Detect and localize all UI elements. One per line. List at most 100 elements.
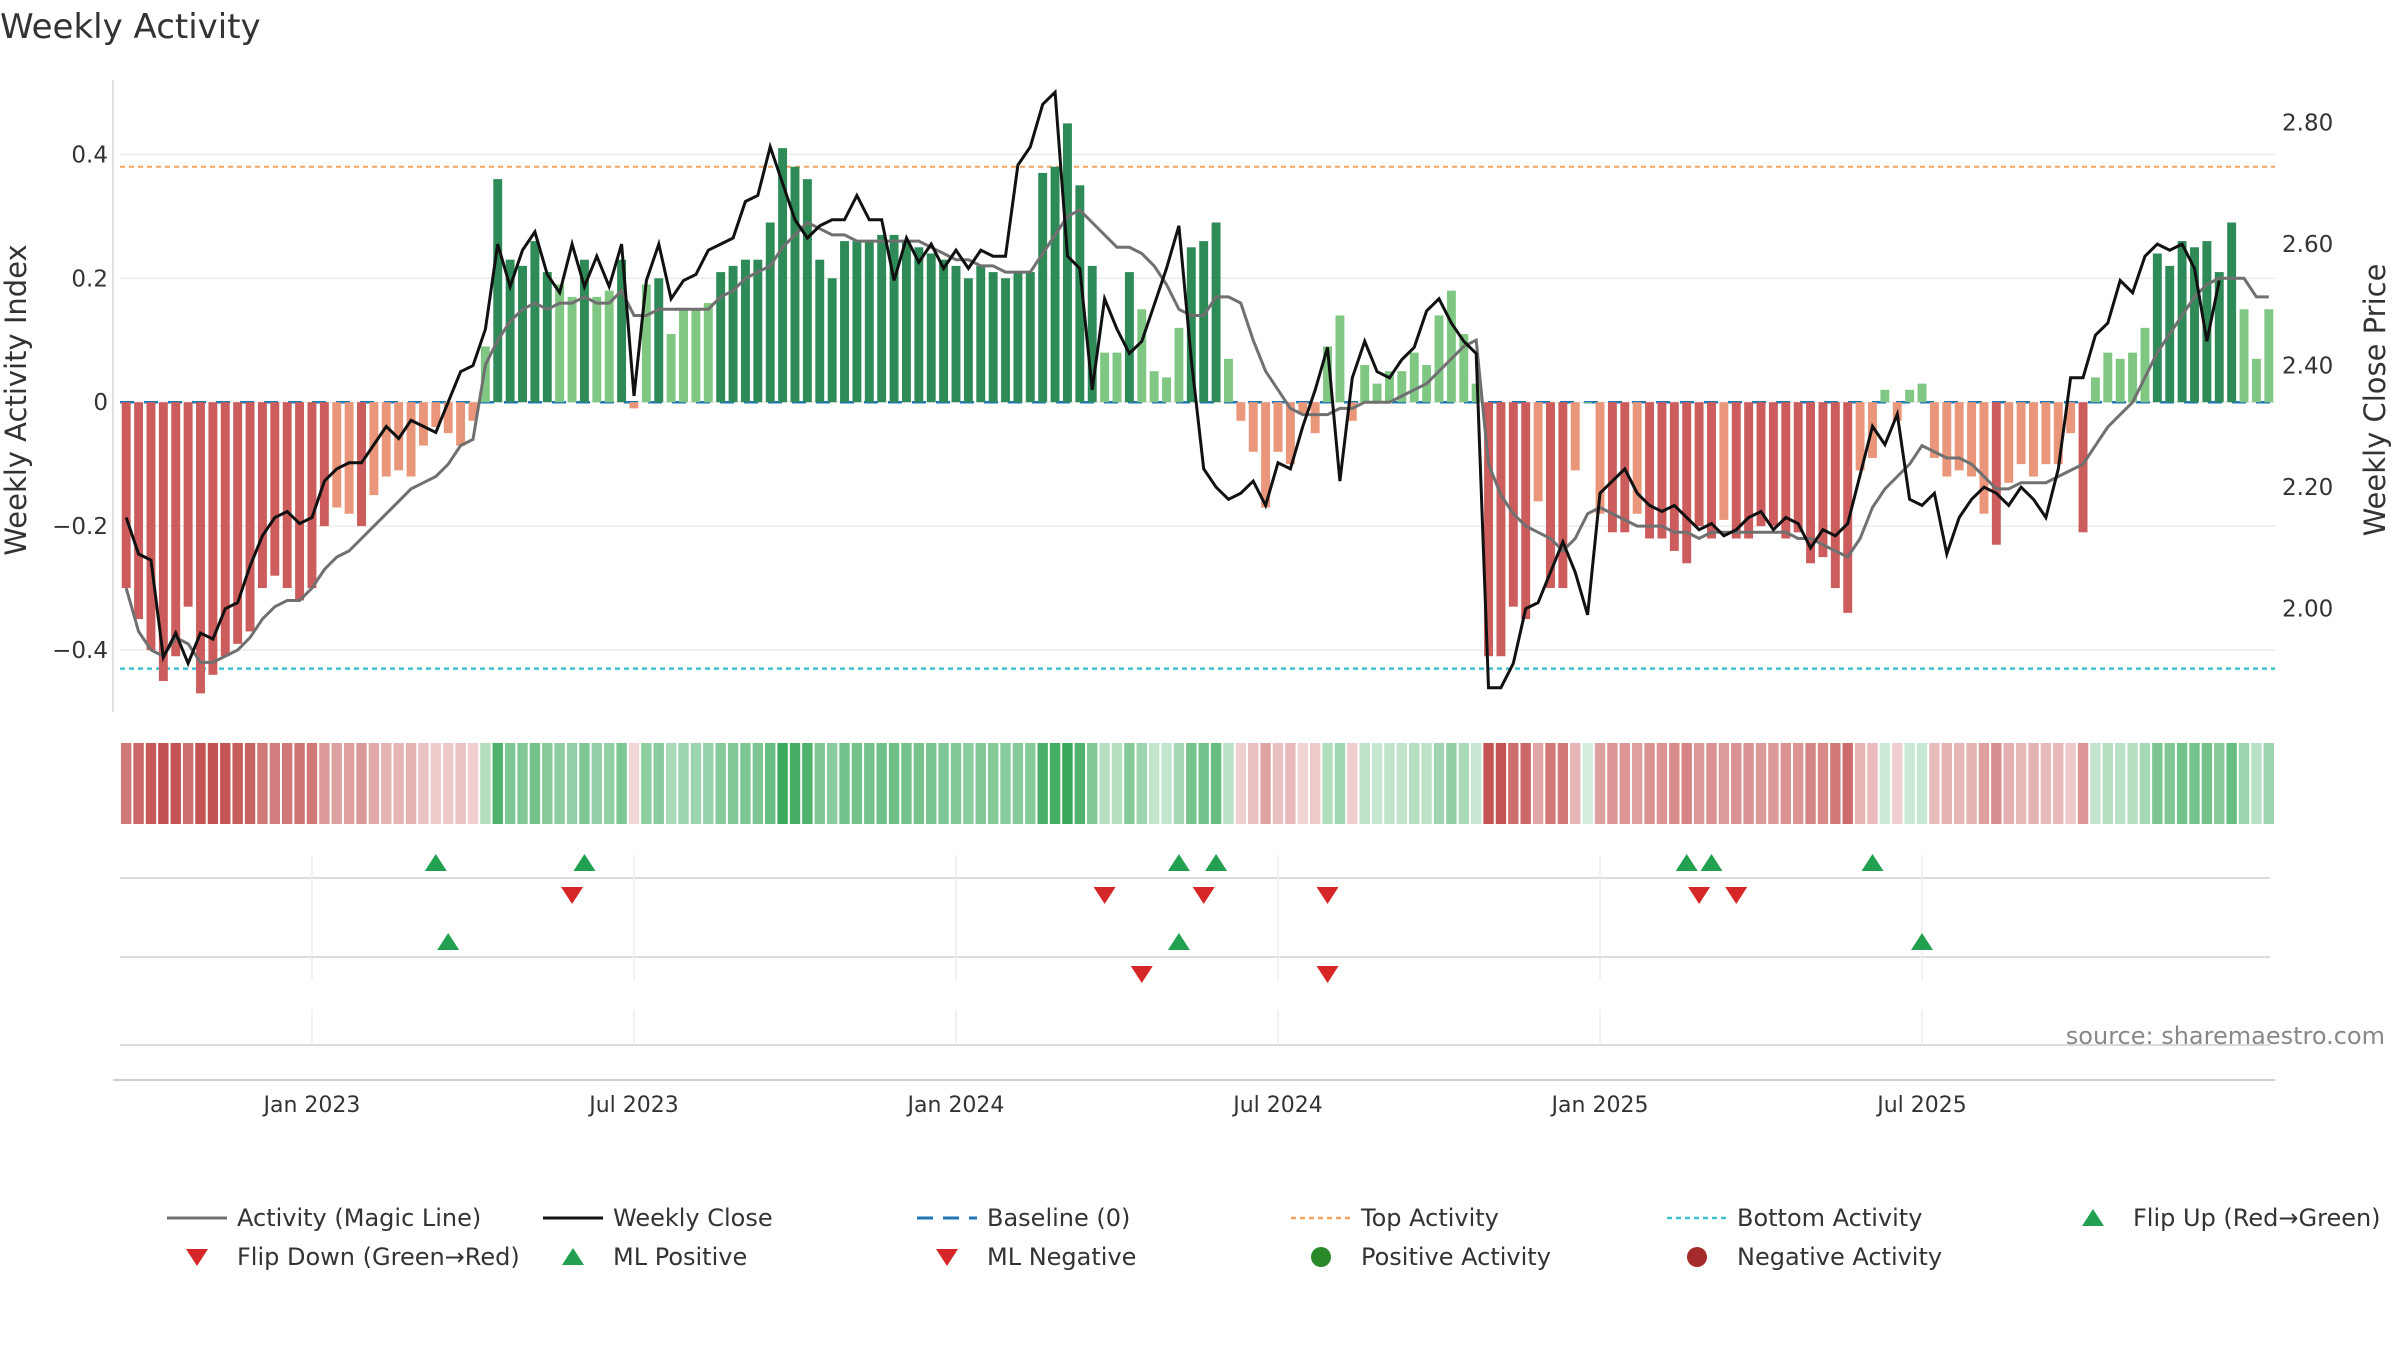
activity-bar [2202, 241, 2212, 403]
heat-strip-cell [306, 743, 318, 824]
flip-down-marker [1192, 887, 1215, 904]
heat-strip-cell [777, 743, 788, 824]
y-tick-label: 0.4 [71, 142, 108, 168]
heat-strip-cell [1693, 743, 1705, 824]
activity-bar [2227, 222, 2237, 403]
activity-bar [753, 259, 763, 403]
activity-bar [1062, 123, 1072, 403]
flip-up-marker [1675, 854, 1698, 871]
heat-strip-cell [1631, 743, 1643, 824]
activity-bar [1570, 402, 1580, 471]
heat-strip-cell [182, 743, 194, 824]
heat-strip-cell [678, 743, 689, 824]
activity-bar [840, 241, 849, 403]
heat-strip-cell [690, 743, 702, 824]
activity-bar [245, 402, 255, 632]
heat-strip-cell [1223, 743, 1234, 824]
activity-heat-strip [120, 743, 2275, 824]
reference-lines [120, 165, 2275, 670]
heat-strip-cell [1545, 743, 1556, 824]
heat-strip-cell [727, 743, 739, 824]
legend-label-baseline: Baseline (0) [987, 1204, 1130, 1232]
activity-bar [1298, 402, 1308, 415]
heat-strip-cell [2127, 743, 2138, 824]
heat-strip-cell [504, 743, 516, 824]
activity-bar [1446, 290, 1456, 403]
legend-swatch-ml-negative [936, 1249, 958, 1266]
heat-strip-cell [814, 743, 825, 824]
chart-title: Weekly Activity [0, 7, 261, 47]
activity-bar [158, 402, 168, 682]
y-tick-label: 0.2 [71, 266, 108, 292]
activity-bar [1372, 383, 1382, 403]
activity-bar [1632, 402, 1642, 514]
heat-strip-cell [1173, 743, 1185, 824]
activity-bar [2103, 352, 2113, 403]
heat-strip-cell [2102, 743, 2114, 824]
heat-strip-cell [1433, 743, 1445, 824]
heat-strip-cell [232, 743, 243, 824]
heat-strip-cell [1322, 743, 1333, 824]
legend-label-flip-down: Flip Down (Green→Red) [237, 1243, 520, 1271]
activity-bar [1434, 315, 1444, 403]
heat-strip-cell [1124, 743, 1135, 824]
heat-strip-cell [1669, 743, 1680, 824]
signal-rows [120, 854, 2270, 1046]
activity-bar [1942, 402, 1952, 477]
activity-bar [295, 402, 305, 601]
heat-strip-cell [1978, 743, 1990, 824]
activity-bar [852, 241, 862, 403]
heat-strip-cell [591, 743, 603, 824]
x-axis: Jan 2023 Jul 2023 Jan 2024 Jul 2024 Jan 2025… [113, 1079, 2275, 1118]
heat-strip-cell [616, 743, 627, 824]
activity-bar [988, 272, 998, 403]
activity-bar [1830, 402, 1840, 589]
heat-strip-cell [2226, 743, 2237, 824]
heat-strip-cell [740, 743, 751, 824]
activity-bar [2090, 377, 2100, 403]
activity-bar [1558, 402, 1568, 589]
heat-strip-cell [133, 743, 144, 824]
activity-bar [1645, 402, 1655, 539]
y-tick-label: −0.2 [52, 514, 108, 540]
y2-tick-label: 2.40 [2282, 354, 2333, 380]
activity-bar [2140, 327, 2150, 403]
heat-strip-cell [1966, 743, 1977, 824]
activity-bar [518, 265, 527, 403]
activity-bar [171, 402, 181, 657]
heat-strip-cell [1792, 743, 1804, 824]
heat-strip-cell [195, 743, 206, 824]
activity-bar [1211, 222, 1221, 403]
heat-strip-cell [715, 743, 726, 824]
heat-strip-cell [851, 743, 863, 824]
magic-line-series [124, 208, 2269, 664]
activity-bar [604, 290, 614, 403]
legend-swatch-negative-activity [1687, 1247, 1707, 1267]
legend-label-top-activity: Top Activity [1360, 1204, 1499, 1232]
heat-strip-cell [1025, 743, 1036, 824]
activity-bar [406, 402, 416, 477]
heat-strip-cell [579, 743, 590, 824]
activity-bar [542, 272, 552, 403]
legend-label-bottom-activity: Bottom Activity [1737, 1204, 1922, 1232]
activity-bar [196, 402, 205, 694]
heat-strip-cell [2003, 743, 2014, 824]
heat-strip-cell [1384, 743, 1395, 824]
heat-strip-cell [1916, 743, 1928, 824]
activity-bar [827, 278, 837, 403]
activity-bar [1137, 309, 1147, 403]
heat-strip-cell [2090, 743, 2101, 824]
activity-bar [530, 241, 540, 403]
heat-strip-cell [1718, 743, 1730, 824]
heat-strip-cell [1570, 743, 1581, 824]
activity-bar [641, 284, 651, 403]
x-tick-label: Jan 2025 [1550, 1093, 1649, 1118]
activity-bar [567, 296, 577, 403]
activity-bars [121, 123, 2274, 694]
heat-strip-cell [529, 743, 541, 824]
activity-bar [2190, 247, 2199, 403]
activity-bar [233, 402, 243, 644]
activity-bar [1905, 389, 1915, 403]
activity-bar [2053, 402, 2063, 465]
activity-bar [2004, 402, 2014, 483]
